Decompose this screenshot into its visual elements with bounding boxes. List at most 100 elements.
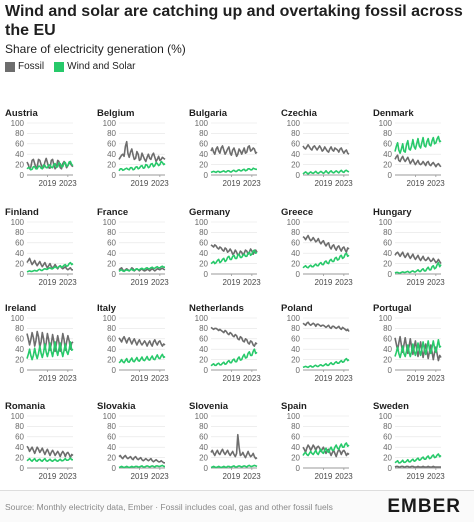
y-tick-label: 20 (383, 453, 392, 462)
source-note: Source: Monthly electricity data, Ember … (5, 502, 333, 512)
ember-logo: EMBER (387, 496, 461, 517)
y-tick-label: 40 (107, 345, 116, 354)
y-tick-label: 20 (291, 453, 300, 462)
y-tick-label: 20 (199, 259, 208, 268)
y-tick-label: 100 (379, 412, 393, 421)
y-tick-label: 60 (383, 239, 392, 248)
x-tick-label: 2019 (131, 374, 149, 383)
wind-solar-line-france (118, 265, 165, 273)
y-tick-label: 80 (15, 228, 24, 237)
y-tick-label: 80 (383, 228, 392, 237)
y-tick-label: 20 (107, 259, 116, 268)
x-tick-label: 2019 (223, 179, 241, 188)
fossil-line-denmark (394, 154, 442, 168)
panel-title-romania: Romania (5, 401, 46, 412)
x-tick-label: 2023 (151, 278, 169, 287)
y-tick-label: 20 (15, 160, 24, 169)
panel-title-ireland: Ireland (5, 303, 36, 314)
y-tick-label: 60 (199, 140, 208, 149)
y-tick-label: 20 (15, 259, 24, 268)
y-tick-label: 0 (20, 171, 25, 180)
y-tick-label: 80 (15, 324, 24, 333)
y-tick-label: 40 (199, 345, 208, 354)
y-tick-label: 40 (383, 249, 392, 258)
y-tick-label: 60 (15, 140, 24, 149)
y-tick-label: 40 (291, 345, 300, 354)
y-tick-label: 60 (291, 140, 300, 149)
x-tick-label: 2019 (315, 374, 333, 383)
fossil-line-finland (26, 257, 73, 271)
x-tick-label: 2023 (151, 472, 169, 481)
y-tick-label: 60 (291, 239, 300, 248)
y-tick-label: 80 (199, 228, 208, 237)
x-tick-label: 2023 (243, 472, 261, 481)
y-tick-label: 60 (199, 239, 208, 248)
y-tick-label: 0 (204, 171, 209, 180)
fossil-line-czechia (302, 144, 350, 155)
y-tick-label: 100 (11, 218, 25, 227)
x-tick-label: 2019 (131, 472, 149, 481)
panel-title-spain: Spain (281, 401, 307, 412)
y-tick-label: 100 (287, 412, 301, 421)
y-tick-label: 0 (388, 270, 393, 279)
y-tick-label: 100 (287, 314, 301, 323)
panel-title-finland: Finland (5, 207, 39, 218)
y-tick-label: 40 (199, 443, 208, 452)
y-tick-label: 40 (15, 443, 24, 452)
wind-solar-line-greece (302, 252, 350, 269)
fossil-line-bulgaria (210, 145, 258, 158)
y-tick-label: 80 (107, 129, 116, 138)
y-tick-label: 20 (291, 259, 300, 268)
y-tick-label: 40 (383, 150, 392, 159)
y-tick-label: 40 (107, 249, 116, 258)
y-tick-label: 40 (291, 150, 300, 159)
y-tick-label: 100 (379, 119, 393, 128)
y-tick-label: 100 (287, 119, 301, 128)
fossil-line-italy (118, 335, 166, 347)
y-tick-label: 100 (103, 119, 117, 128)
x-tick-label: 2019 (315, 278, 333, 287)
y-tick-label: 80 (291, 324, 300, 333)
panel-title-czechia: Czechia (281, 108, 318, 119)
y-tick-label: 100 (195, 218, 209, 227)
x-tick-label: 2019 (315, 179, 333, 188)
fossil-line-romania (26, 445, 74, 459)
x-tick-label: 2019 (315, 472, 333, 481)
y-tick-label: 40 (15, 150, 24, 159)
wind-solar-line-romania (26, 457, 73, 463)
y-tick-label: 100 (103, 314, 117, 323)
y-tick-label: 0 (388, 366, 393, 375)
y-tick-label: 100 (195, 314, 209, 323)
panel-title-slovenia: Slovenia (189, 401, 229, 412)
x-tick-label: 2023 (427, 374, 445, 383)
panel-title-netherlands: Netherlands (189, 303, 244, 314)
y-tick-label: 80 (383, 129, 392, 138)
panel-title-slovakia: Slovakia (97, 401, 136, 412)
wind-solar-line-ireland (26, 341, 74, 361)
panel-title-italy: Italy (97, 303, 117, 314)
y-tick-label: 60 (15, 433, 24, 442)
legend-swatch-wind-solar (54, 62, 65, 72)
y-tick-label: 20 (199, 355, 208, 364)
x-tick-label: 2023 (59, 179, 77, 188)
y-tick-label: 20 (199, 160, 208, 169)
y-tick-label: 0 (112, 171, 117, 180)
panel-title-greece: Greece (281, 207, 313, 218)
x-tick-label: 2019 (39, 278, 57, 287)
fossil-line-spain (302, 444, 350, 458)
y-tick-label: 60 (107, 433, 116, 442)
fossil-line-hungary (394, 251, 442, 265)
y-tick-label: 20 (291, 355, 300, 364)
y-tick-label: 40 (199, 150, 208, 159)
